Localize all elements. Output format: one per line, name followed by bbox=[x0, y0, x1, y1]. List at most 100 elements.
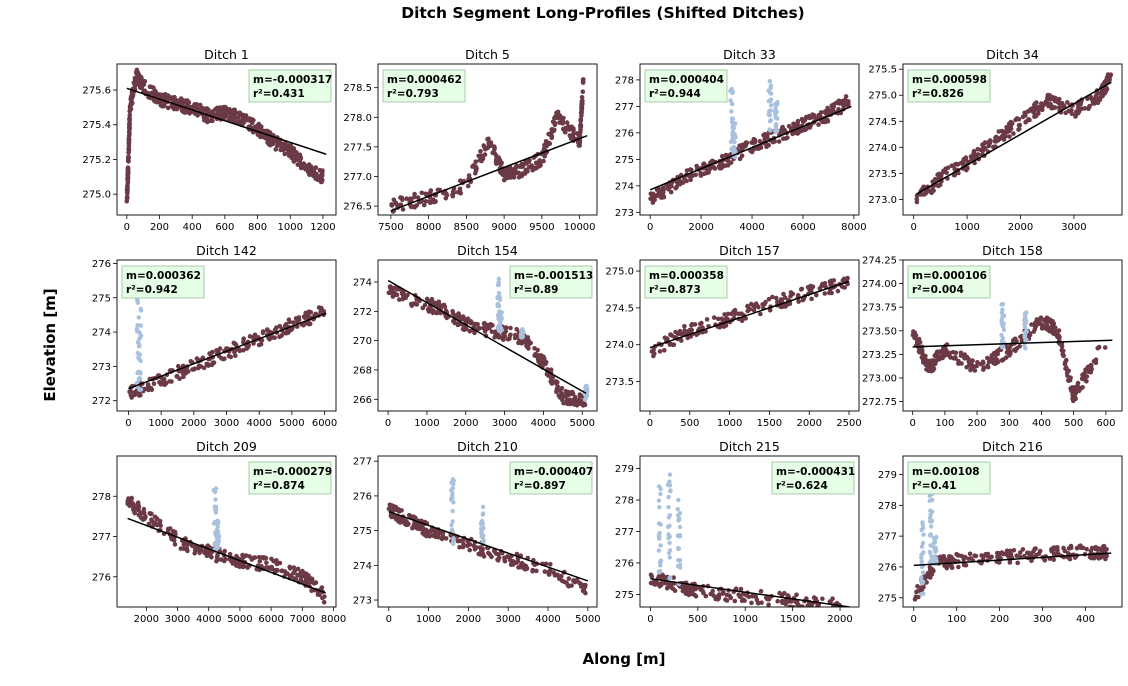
data-point bbox=[742, 144, 747, 149]
y-tick-label: 270 bbox=[353, 336, 372, 347]
data-point bbox=[788, 294, 793, 299]
data-point bbox=[919, 355, 925, 360]
data-point bbox=[397, 520, 403, 525]
data-point bbox=[186, 100, 192, 105]
outlier-point bbox=[213, 510, 219, 515]
data-point bbox=[1088, 548, 1094, 554]
outlier-point bbox=[212, 542, 217, 548]
data-point bbox=[980, 146, 986, 151]
y-tick-label: 275 bbox=[615, 155, 634, 166]
x-tick-label: 0 bbox=[909, 418, 915, 429]
data-point bbox=[1038, 315, 1044, 321]
data-point bbox=[263, 555, 269, 561]
data-point bbox=[214, 558, 219, 564]
data-point bbox=[133, 506, 138, 512]
data-point bbox=[159, 104, 165, 109]
outlier-point bbox=[920, 522, 925, 528]
outlier-point bbox=[1023, 310, 1029, 315]
data-point bbox=[946, 557, 952, 563]
data-point bbox=[489, 329, 495, 335]
data-point bbox=[321, 600, 327, 605]
outlier-point bbox=[999, 332, 1004, 338]
data-point bbox=[740, 597, 746, 602]
data-point bbox=[926, 573, 932, 578]
outlier-point bbox=[919, 544, 925, 549]
outlier-point bbox=[135, 323, 140, 328]
outlier-point bbox=[1022, 325, 1028, 330]
x-tick-label: 1000 bbox=[733, 614, 758, 625]
x-tick-label: 7500 bbox=[378, 222, 403, 233]
data-point bbox=[913, 333, 919, 338]
data-point bbox=[965, 165, 970, 171]
data-point bbox=[526, 342, 532, 347]
data-point bbox=[552, 122, 558, 128]
data-point bbox=[159, 92, 165, 98]
data-point bbox=[430, 300, 436, 306]
data-point bbox=[1034, 100, 1039, 105]
y-tick-label: 273 bbox=[92, 362, 111, 373]
outlier-point bbox=[667, 575, 673, 580]
data-point bbox=[237, 348, 242, 354]
outlier-point bbox=[481, 538, 486, 543]
y-tick-label: 278 bbox=[878, 501, 897, 512]
data-point bbox=[1088, 362, 1094, 368]
data-point bbox=[410, 525, 415, 531]
data-point bbox=[228, 354, 234, 360]
outlier-point bbox=[920, 540, 926, 546]
slope-label: m=-0.000279 bbox=[253, 466, 332, 478]
y-tick-label: 273.0 bbox=[868, 195, 897, 206]
slope-label: m=-0.000317 bbox=[253, 74, 332, 86]
data-point bbox=[530, 568, 536, 573]
data-point bbox=[141, 510, 147, 515]
r-squared-label: r²=0.942 bbox=[126, 284, 178, 296]
y-tick-label: 277 bbox=[353, 457, 372, 468]
y-tick-label: 275.4 bbox=[82, 120, 111, 131]
outlier-point bbox=[658, 522, 663, 527]
data-point bbox=[975, 146, 981, 152]
outlier-point bbox=[138, 308, 144, 313]
x-tick-label: 3000 bbox=[165, 614, 190, 625]
x-tick-label: 600 bbox=[215, 222, 234, 233]
data-point bbox=[1022, 112, 1028, 117]
data-point bbox=[818, 110, 824, 115]
data-point bbox=[215, 553, 220, 558]
data-point bbox=[181, 542, 187, 547]
data-point bbox=[436, 535, 441, 540]
data-point bbox=[268, 142, 273, 148]
data-point bbox=[423, 199, 429, 204]
outlier-point bbox=[1023, 329, 1028, 335]
subplot-ditch-142: Ditch 142 0 1000 2000 3000 4000 5000 6000 272 273… bbox=[92, 243, 337, 429]
data-point bbox=[1039, 101, 1045, 107]
data-point bbox=[566, 397, 572, 403]
data-point bbox=[1105, 77, 1110, 82]
data-point bbox=[770, 294, 775, 300]
data-point bbox=[277, 334, 282, 340]
data-point bbox=[961, 562, 967, 568]
outlier-point bbox=[773, 115, 779, 121]
data-point bbox=[391, 513, 397, 519]
data-point bbox=[962, 352, 967, 357]
subplot-title: Ditch 34 bbox=[986, 47, 1039, 62]
data-point bbox=[474, 545, 479, 550]
data-point bbox=[265, 140, 270, 145]
data-point bbox=[1078, 101, 1083, 107]
y-tick-label: 274 bbox=[353, 277, 372, 288]
outlier-point bbox=[138, 333, 144, 338]
data-point bbox=[231, 340, 237, 346]
x-tick-label: 2000 bbox=[797, 418, 822, 429]
outlier-point bbox=[929, 518, 935, 523]
y-tick-label: 277.0 bbox=[343, 172, 372, 183]
x-tick-label: 400 bbox=[183, 222, 202, 233]
y-tick-label: 274.5 bbox=[868, 117, 897, 128]
plot-frame bbox=[902, 63, 1123, 216]
outlier-point bbox=[520, 327, 525, 332]
data-point bbox=[182, 110, 188, 115]
data-point bbox=[991, 360, 996, 366]
outlier-point bbox=[213, 505, 218, 511]
data-point bbox=[719, 165, 724, 171]
subplot-ditch-154: Ditch 154 0 1000 2000 3000 4000 5000 266 268 270 2… bbox=[353, 243, 598, 429]
data-point bbox=[1100, 90, 1105, 96]
data-point bbox=[916, 336, 922, 342]
data-point bbox=[453, 313, 459, 318]
data-point bbox=[272, 568, 278, 573]
